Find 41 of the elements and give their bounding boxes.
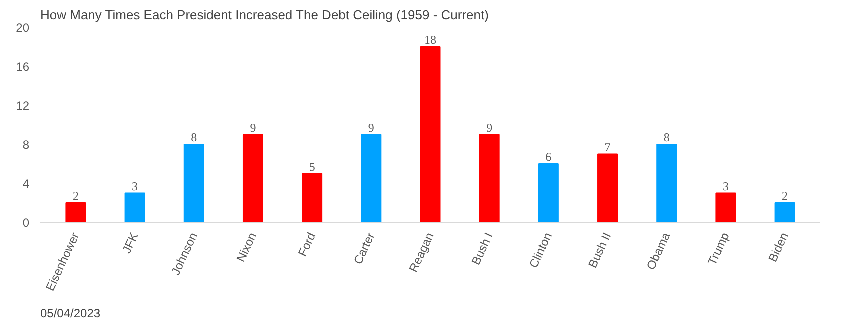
y-tick-label: 12	[16, 99, 30, 113]
y-tick-label: 8	[22, 138, 30, 152]
data-label: 9	[250, 120, 256, 135]
data-label: 5	[309, 160, 316, 174]
data-label: 6	[546, 150, 552, 164]
data-label: 18	[424, 33, 436, 47]
bar	[184, 144, 204, 222]
bar	[361, 134, 382, 222]
data-label: 3	[722, 179, 729, 194]
y-tick-label: 20	[16, 21, 30, 35]
x-tick-label: Bush II	[586, 230, 614, 270]
data-label: 9	[486, 120, 493, 135]
x-tick-label: JFK	[120, 230, 142, 256]
bar	[716, 192, 736, 222]
data-label: 3	[132, 179, 138, 194]
y-tick-label: 0	[22, 216, 30, 230]
bar	[656, 144, 678, 222]
y-tick-label: 4	[22, 177, 30, 191]
text: 05/04/2023	[40, 306, 101, 320]
data-label: 7	[604, 140, 611, 154]
bar	[598, 154, 618, 222]
bar	[538, 164, 559, 222]
x-tick-label: Carter	[350, 230, 378, 267]
bar	[479, 134, 500, 222]
data-label: 8	[191, 130, 198, 144]
data-label: 2	[72, 189, 79, 203]
chart-title: How Many Times Each President Increased The Debt Ceiling (1959 - Current)	[40, 8, 489, 22]
data-label: 9	[368, 120, 374, 135]
bar	[242, 134, 264, 222]
bar	[302, 173, 323, 222]
bar	[124, 192, 146, 222]
x-tick-label: Biden	[766, 230, 792, 264]
x-tick-label: Bush I	[468, 230, 496, 268]
data-label: 2	[782, 189, 788, 203]
y-tick-label: 16	[16, 60, 30, 74]
x-tick-label: Ford	[296, 230, 319, 259]
bar	[420, 46, 441, 222]
data-label: 8	[664, 130, 670, 144]
x-tick-label: Nixon	[234, 230, 260, 264]
bar	[774, 202, 796, 222]
bar	[66, 202, 86, 222]
